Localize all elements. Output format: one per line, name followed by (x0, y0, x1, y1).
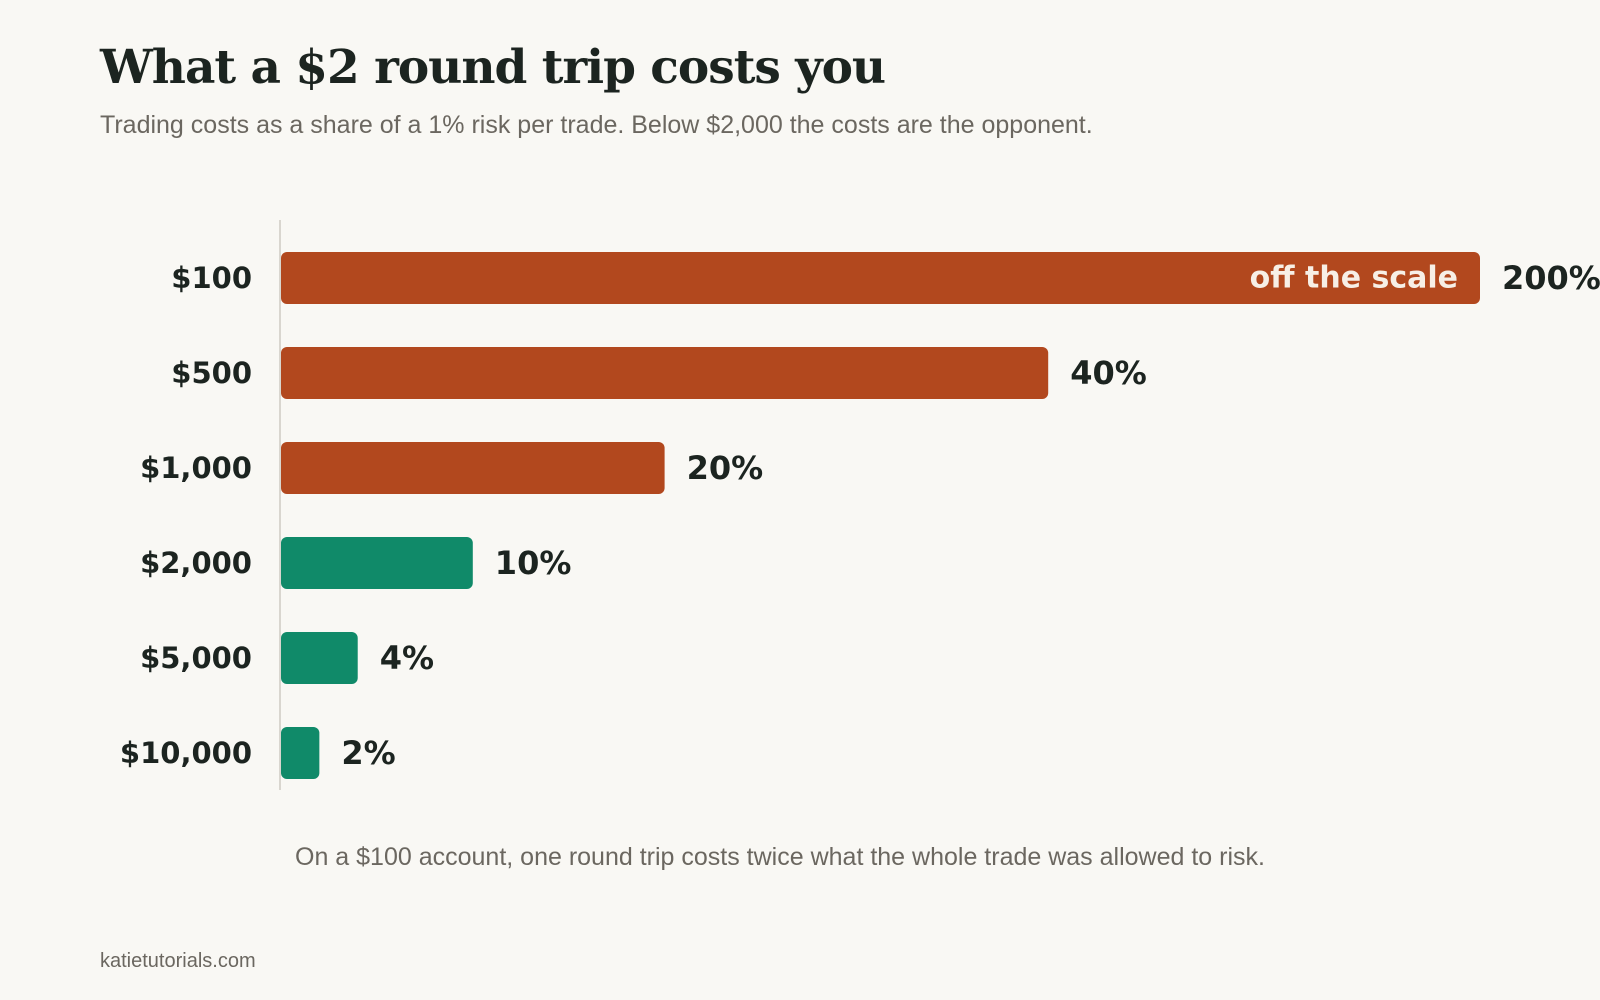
bar (281, 442, 665, 494)
bar (281, 632, 358, 684)
value-label: 20% (687, 449, 764, 487)
source-credit: katietutorials.com (100, 950, 256, 972)
bars-group: $100 off the scale 200% $500 40% $1,000 20% $2,… (120, 252, 1600, 779)
bar (281, 347, 1049, 399)
chart-subtitle: Trading costs as a share of a 1% risk pe… (100, 111, 1093, 139)
chart-title: What a $2 round trip costs you (100, 40, 886, 95)
category-label: $5,000 (140, 641, 252, 675)
value-label: 2% (341, 734, 395, 772)
bar (281, 537, 473, 589)
value-label: 40% (1070, 354, 1147, 392)
category-label: $100 (171, 261, 252, 295)
bar (281, 727, 320, 779)
bar-chart: $100 off the scale 200% $500 40% $1,000 20% $2,… (120, 220, 1600, 790)
chart-annotation: On a $100 account, one round trip costs … (295, 843, 1265, 871)
value-label: 4% (380, 639, 434, 677)
category-label: $500 (171, 356, 252, 390)
category-label: $1,000 (140, 451, 252, 485)
value-label: 200% (1502, 259, 1600, 297)
value-label: 10% (495, 544, 572, 582)
category-label: $10,000 (120, 736, 252, 770)
category-label: $2,000 (140, 546, 252, 580)
off-scale-label: off the scale (1250, 261, 1458, 296)
bar (281, 252, 1480, 304)
